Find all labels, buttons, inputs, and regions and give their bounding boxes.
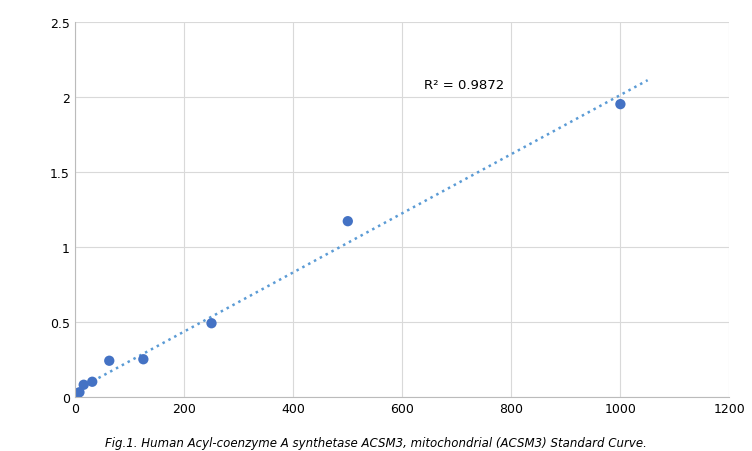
Point [138, 356, 150, 363]
Text: R² = 0.9872: R² = 0.9872 [424, 78, 505, 92]
Point [205, 320, 217, 327]
Text: Fig.1. Human Acyl-coenzyme A synthetase ACSM3, mitochondrial (ACSM3) Standard Cu: Fig.1. Human Acyl-coenzyme A synthetase … [105, 437, 647, 450]
Point [86, 378, 99, 386]
Point [103, 357, 115, 364]
Point [341, 218, 353, 226]
Point [614, 101, 626, 109]
Point [69, 392, 81, 399]
Point [71, 390, 83, 397]
Point [74, 389, 86, 396]
Point [77, 381, 89, 388]
